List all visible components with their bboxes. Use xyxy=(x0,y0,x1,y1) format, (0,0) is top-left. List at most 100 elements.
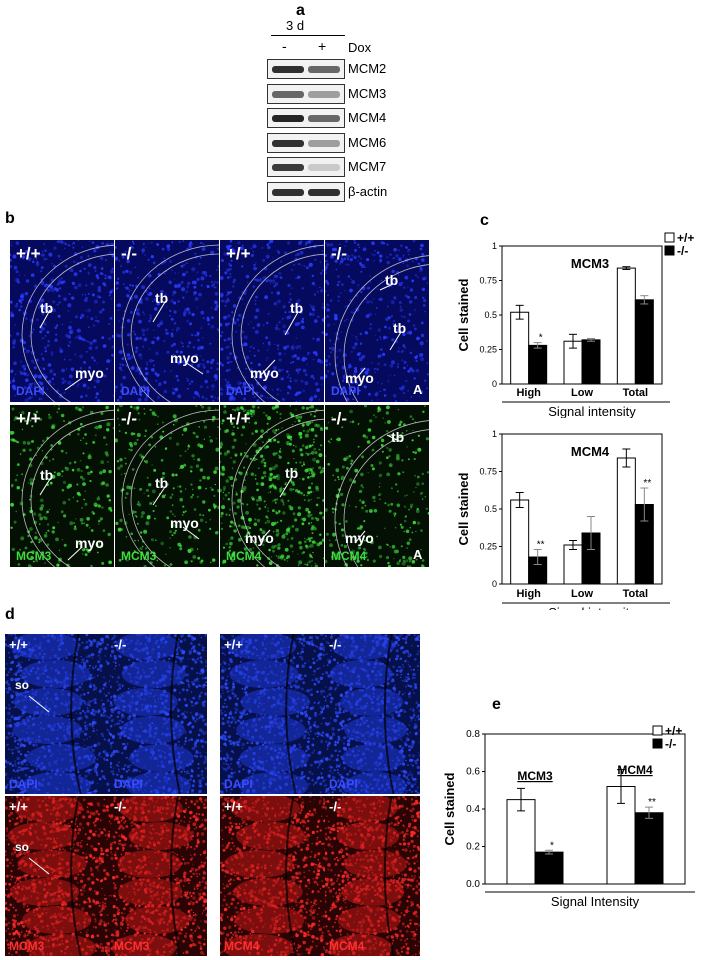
micrograph-texture xyxy=(115,240,219,402)
blot-protein-label: MCM4 xyxy=(348,110,387,125)
category-label: High xyxy=(516,387,541,399)
blot-protein-label: MCM3 xyxy=(348,85,387,101)
blot-lane-4 xyxy=(267,157,345,177)
micrograph-texture xyxy=(110,634,207,794)
bar-MCM3-wt xyxy=(506,799,536,885)
stain-label: MCM3 xyxy=(9,939,45,953)
micrograph-d-0: +/+ so DAPI xyxy=(5,634,110,794)
chart-mcm4-intensity: 0 0.25 0.5 0.75 1 Cell stained ** High Low ** Tota… xyxy=(456,429,670,610)
genotype-label: -/- xyxy=(121,244,138,263)
band-dox-plus xyxy=(308,115,340,122)
micrograph-d-6: +/+ MCM4 xyxy=(220,796,325,956)
tissue-label-tb: tb xyxy=(391,429,405,445)
genotype-label: +/+ xyxy=(224,799,243,814)
stain-label: MCM3 xyxy=(16,549,52,563)
band-dox-minus xyxy=(272,139,304,147)
category-label: Low xyxy=(571,588,593,600)
micrograph-d-1: -/- DAPI xyxy=(110,634,207,794)
dox-plus: + xyxy=(318,38,327,54)
chart-title: MCM3 xyxy=(571,256,609,271)
genotype-label: +/+ xyxy=(16,244,41,263)
tissue-label-tb: tb xyxy=(385,272,399,288)
micrograph-d-7: -/- MCM4 xyxy=(325,796,420,956)
micrograph-texture xyxy=(220,240,324,402)
bar-Total-ko xyxy=(634,299,654,385)
band-dox-minus xyxy=(272,164,304,171)
y-tick-label: 0.8 xyxy=(466,729,480,740)
tissue-label-tb: tb xyxy=(393,320,407,336)
micrograph-b-6: +/+ tb myo MCM4 xyxy=(220,405,324,567)
blot-lane-2 xyxy=(267,108,345,128)
genotype-label: -/- xyxy=(114,799,127,814)
tissue-label-tb: tb xyxy=(40,300,54,316)
bar-MCM4-ko xyxy=(634,812,664,885)
panel-b-label: b xyxy=(5,210,15,227)
micrograph-d-4: +/+ so MCM3 xyxy=(5,796,110,956)
dox-label: Dox xyxy=(348,40,372,55)
panel-a-label: a xyxy=(296,2,305,19)
tissue-label-myo: myo xyxy=(75,365,104,381)
micrograph-texture xyxy=(10,405,114,567)
tissue-label-tb: tb xyxy=(40,467,54,483)
y-tick-label: 0 xyxy=(492,379,497,389)
band-dox-minus xyxy=(272,115,304,122)
tissue-label-myo: myo xyxy=(75,535,104,551)
significance-mark: * xyxy=(539,333,543,344)
blot-protein-label: β-actin xyxy=(348,183,388,199)
significance-mark: ** xyxy=(648,797,656,808)
band-dox-minus xyxy=(272,66,304,73)
micrograph-texture xyxy=(325,240,429,402)
micrograph-texture xyxy=(325,796,420,956)
band-dox-plus xyxy=(308,139,340,147)
tissue-label-myo: myo xyxy=(170,350,199,366)
micrograph-b-4: +/+ tb myo MCM3 xyxy=(10,405,114,567)
micrograph-texture xyxy=(115,405,219,567)
micrograph-texture xyxy=(10,240,114,402)
category-label: MCM3 xyxy=(517,769,553,783)
bar-High-wt xyxy=(510,499,530,585)
time-label: 3 d xyxy=(286,18,305,33)
micrograph-d-2: +/+ DAPI xyxy=(220,634,325,794)
panel-e-label: e xyxy=(492,696,501,713)
tissue-label-myo: myo xyxy=(345,530,374,546)
micrograph-d-3: -/- DAPI xyxy=(325,634,420,794)
blot-protein-label: MCM6 xyxy=(348,134,387,150)
significance-mark: ** xyxy=(643,478,651,489)
genotype-label: +/+ xyxy=(9,799,28,814)
band-dox-plus xyxy=(308,66,340,73)
genotype-label: +/+ xyxy=(9,637,28,652)
micrograph-texture xyxy=(325,405,429,567)
y-tick-label: 0.25 xyxy=(479,345,497,355)
stain-label: DAPI xyxy=(331,384,360,398)
micrograph-d-5: -/- MCM3 xyxy=(110,796,207,956)
micrograph-b-1: -/- tb myo DAPI xyxy=(115,240,219,402)
stain-label: MCM4 xyxy=(329,939,365,953)
y-tick-label: 0.2 xyxy=(466,842,480,853)
tissue-label-tb: tb xyxy=(155,475,169,491)
legend-label: +/+ xyxy=(665,724,682,738)
genotype-label: +/+ xyxy=(226,244,251,263)
chart-title: MCM4 xyxy=(571,444,610,459)
legend-label: +/+ xyxy=(677,231,694,245)
tissue-label-tb: tb xyxy=(290,300,304,316)
y-tick-label: 0.25 xyxy=(479,542,497,552)
band-dox-plus xyxy=(308,188,340,196)
bar-Total-wt xyxy=(616,267,636,385)
time-underline xyxy=(271,35,345,36)
stain-label: DAPI xyxy=(16,384,45,398)
band-dox-plus xyxy=(308,90,340,98)
bar-High-wt xyxy=(510,311,530,385)
legend-swatch xyxy=(652,725,663,736)
significance-mark: ** xyxy=(537,540,545,551)
genotype-label: +/+ xyxy=(16,409,41,428)
legend-label: -/- xyxy=(677,244,688,258)
bar-Total-wt xyxy=(616,457,636,585)
blot-protein-label: MCM2 xyxy=(348,61,387,76)
corner-label: A xyxy=(413,547,423,562)
legend-swatch xyxy=(664,245,675,256)
x-axis-label: Signal intensity xyxy=(548,404,636,418)
y-axis-label: Cell stained xyxy=(442,772,457,845)
stain-label: MCM3 xyxy=(114,939,150,953)
y-tick-label: 1 xyxy=(492,241,497,251)
genotype-label: +/+ xyxy=(224,637,243,652)
